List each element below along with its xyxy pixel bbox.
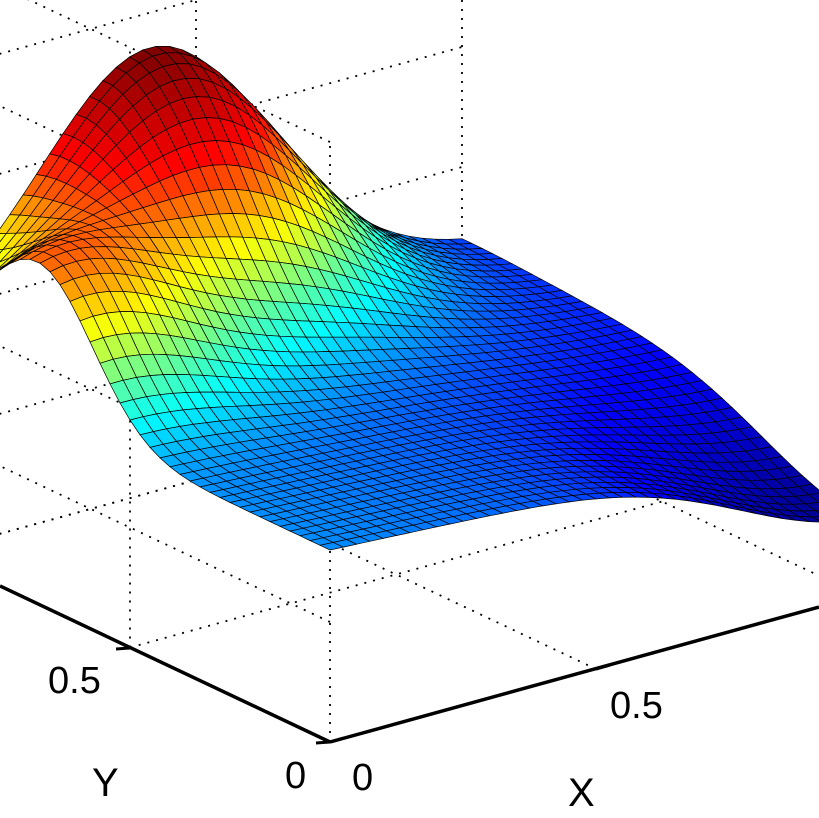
grid-line-back-wall-4 bbox=[0, 0, 200, 55]
axes: 0 0.5 0 0.5 X Y bbox=[0, 584, 819, 815]
surface-mesh bbox=[0, 46, 819, 551]
x-tick-0.5 bbox=[595, 663, 611, 671]
x-tick-label-0: 0 bbox=[352, 757, 373, 799]
y-tick-0 bbox=[315, 740, 331, 745]
surface-patch bbox=[0, 267, 4, 271]
grid-line-left-wall-0 bbox=[0, 585, 331, 743]
grid-line-back-wall-3 bbox=[0, 46, 463, 175]
y-axis-line bbox=[0, 584, 331, 744]
grid-line-back-wall-2 bbox=[0, 166, 463, 295]
surface-patch bbox=[811, 516, 819, 521]
y-tick-0.5 bbox=[115, 646, 131, 651]
grid-line-floor-x-0 bbox=[0, 585, 331, 743]
y-axis-label: Y bbox=[92, 761, 119, 805]
surface-patch bbox=[0, 248, 5, 254]
grid-line-left-wall-1 bbox=[0, 465, 331, 623]
y-tick-label-0.5: 0.5 bbox=[48, 660, 101, 702]
grid-line-floor-x-1 bbox=[195, 479, 597, 670]
x-tick-label-0.5: 0.5 bbox=[610, 685, 663, 727]
grid-line-floor-y-1 bbox=[129, 500, 663, 649]
x-axis-label: X bbox=[568, 771, 595, 815]
x-axis-line bbox=[329, 605, 819, 744]
grid-line-left-wall-5 bbox=[27, 0, 331, 143]
x-tick-0 bbox=[329, 736, 345, 744]
y-tick-label-0: 0 bbox=[285, 755, 306, 797]
grid-line-floor-x-2 bbox=[461, 406, 819, 577]
surface-patch bbox=[807, 492, 819, 503]
